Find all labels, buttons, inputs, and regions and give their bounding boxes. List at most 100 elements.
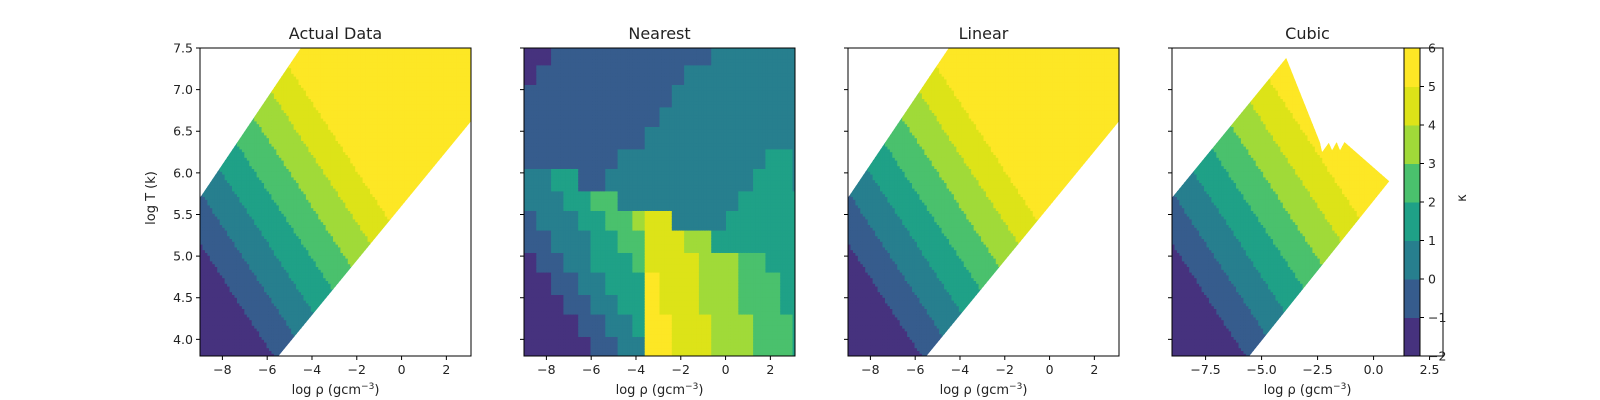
contour-cell <box>254 148 258 153</box>
contour-cell <box>281 235 285 239</box>
contour-cell <box>264 104 268 108</box>
contour-cell <box>305 115 309 119</box>
contour-cell <box>254 258 258 262</box>
contour-cell <box>286 134 290 139</box>
contour-cell <box>271 112 275 116</box>
contour-cell <box>288 330 292 335</box>
contour-cell <box>217 272 221 276</box>
contour-cell <box>288 297 292 301</box>
contour-cell <box>259 188 263 192</box>
contour-cell <box>286 288 290 293</box>
contour-cell <box>276 288 280 293</box>
contour-cell <box>268 165 273 169</box>
contour-cell <box>204 118 208 122</box>
contour-cell <box>236 207 241 211</box>
contour-cell <box>296 224 300 228</box>
contour-cell <box>283 258 287 262</box>
contour-cell <box>276 109 280 113</box>
contour-cell <box>291 344 295 349</box>
contour-cell <box>301 120 305 125</box>
contour-cell <box>261 109 265 113</box>
contour-cell <box>244 308 248 312</box>
contour-cell <box>229 115 233 119</box>
contour-cell <box>271 165 275 169</box>
contour-cell <box>298 53 302 57</box>
contour-cell <box>283 90 287 94</box>
contour-cell <box>268 120 273 125</box>
contour-cell <box>204 294 208 298</box>
contour-cell <box>308 151 312 155</box>
contour-cell <box>254 62 258 66</box>
contour-cell <box>301 123 305 127</box>
contour-cell <box>298 140 302 144</box>
contour-cell <box>278 87 282 91</box>
contour-cell <box>209 151 213 155</box>
contour-cell <box>276 118 280 122</box>
contour-cell <box>249 274 253 279</box>
contour-cell <box>222 48 226 52</box>
contour-cell <box>301 227 305 231</box>
contour-cell <box>222 210 226 214</box>
contour-cell <box>261 353 265 356</box>
contour-cell <box>261 87 265 91</box>
contour-cell <box>254 221 258 225</box>
contour-cell <box>227 344 231 349</box>
contour-cell <box>288 221 292 225</box>
contour-cell <box>214 64 218 69</box>
contour-cell <box>273 101 277 105</box>
contour-cell <box>227 182 231 186</box>
contour-cell <box>259 244 263 248</box>
contour-cell <box>298 154 302 158</box>
contour-cell <box>259 238 263 242</box>
contour-cell <box>219 330 223 335</box>
contour-cell <box>212 123 216 127</box>
contour-cell <box>202 297 206 301</box>
contour-cell <box>291 196 295 200</box>
contour-cell <box>256 336 260 340</box>
contour-cell <box>202 302 206 307</box>
contour-cell <box>256 193 260 197</box>
contour-cell <box>308 294 312 298</box>
contour-cell <box>261 84 265 88</box>
contour-cell <box>268 221 273 225</box>
contour-cell <box>236 168 241 172</box>
contour-cell <box>204 190 208 195</box>
contour-cell <box>244 255 248 259</box>
contour-cell <box>227 266 231 270</box>
contour-cell <box>251 95 255 99</box>
contour-cell <box>259 64 263 69</box>
contour-cell <box>212 252 216 256</box>
contour-cell <box>303 347 307 351</box>
contour-cell <box>283 185 287 189</box>
contour-cell <box>266 126 270 130</box>
contour-cell <box>222 260 226 265</box>
contour-cell <box>276 70 280 74</box>
contour-cell <box>291 280 295 284</box>
contour-cell <box>298 316 302 321</box>
contour-cell <box>234 288 238 293</box>
contour-cell <box>303 249 307 253</box>
contour-cell <box>207 344 211 349</box>
contour-cell <box>209 277 213 281</box>
contour-cell <box>219 263 223 267</box>
contour-cell <box>264 123 268 127</box>
contour-cell <box>266 53 270 57</box>
contour-cell <box>244 269 248 273</box>
contour-cell <box>254 207 258 211</box>
contour-cell <box>283 328 287 332</box>
contour-cell <box>301 314 305 318</box>
contour-cell <box>212 314 216 318</box>
contour-cell <box>281 50 285 55</box>
contour-cell <box>224 274 228 279</box>
contour-cell <box>239 322 243 326</box>
contour-cell <box>204 134 208 139</box>
contour-cell <box>244 92 248 97</box>
contour-cell <box>207 176 211 181</box>
contour-cell <box>281 115 285 119</box>
contour-cell <box>259 336 263 340</box>
contour-cell <box>276 322 280 326</box>
contour-cell <box>249 112 253 116</box>
contour-cell <box>202 294 206 298</box>
contour-cell <box>234 162 238 167</box>
contour-cell <box>286 316 290 321</box>
